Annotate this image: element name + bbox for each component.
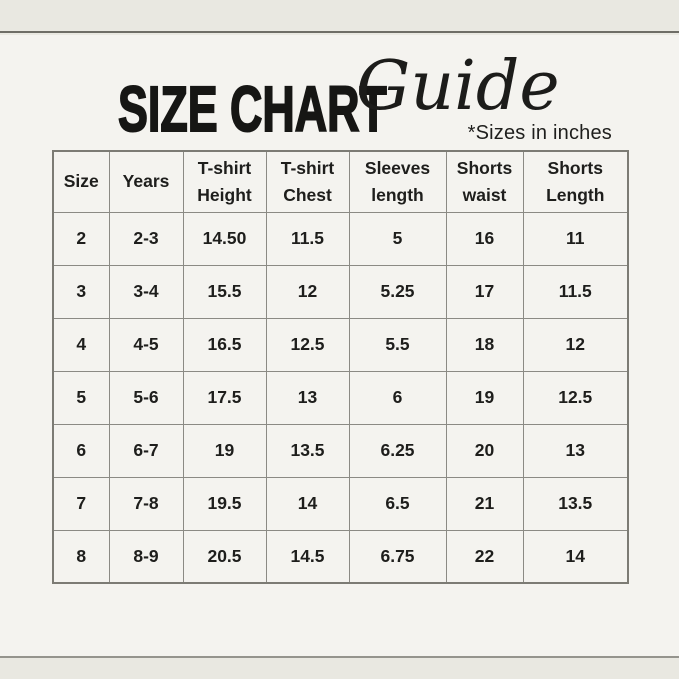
- table-cell: 11: [522, 211, 629, 266]
- table-cell: 6.5: [348, 476, 447, 531]
- table-cell: 19: [182, 423, 267, 478]
- table-header-row: Size Years T-shirt Height T-shirt Chest Slee…: [52, 150, 629, 213]
- table-cell: 16: [445, 211, 524, 266]
- units-note: *Sizes in inches: [467, 122, 612, 144]
- table-row: 6 6-7 19 13.5 6.25 20 13: [52, 423, 629, 478]
- table-header-cell: Shorts waist: [445, 150, 524, 213]
- table-cell: 12: [522, 317, 629, 372]
- table-cell: 14: [265, 476, 350, 531]
- table-cell: 14.5: [265, 529, 350, 584]
- table-header-cell: Shorts Length: [522, 150, 629, 213]
- table-cell: 17: [445, 264, 524, 319]
- table-cell: 13.5: [265, 423, 350, 478]
- table-cell: 2: [52, 211, 110, 266]
- table-cell: 20: [445, 423, 524, 478]
- table-cell: 5.5: [348, 317, 447, 372]
- table-header-cell: Sleeves length: [348, 150, 447, 213]
- table-cell: 14: [522, 529, 629, 584]
- table-cell: 5-6: [108, 370, 184, 425]
- table-body: 2 2-3 14.50 11.5 5 16 11 3 3-4 15.5 12 5.25 17 11.5 4 4…: [52, 211, 629, 584]
- table-cell: 21: [445, 476, 524, 531]
- size-table: Size Years T-shirt Height T-shirt Chest Slee…: [52, 150, 629, 584]
- table-cell: 15.5: [182, 264, 267, 319]
- table-row: 7 7-8 19.5 14 6.5 21 13.5: [52, 476, 629, 531]
- table-cell: 13.5: [522, 476, 629, 531]
- table-cell: 12: [265, 264, 350, 319]
- table-cell: 5: [52, 370, 110, 425]
- page-title-script: Guide: [356, 47, 560, 126]
- table-row: 5 5-6 17.5 13 6 19 12.5: [52, 370, 629, 425]
- table-cell: 3: [52, 264, 110, 319]
- table-cell: 12.5: [522, 370, 629, 425]
- table-header-cell: Size: [52, 150, 110, 213]
- table-cell: 6.25: [348, 423, 447, 478]
- table-row: 3 3-4 15.5 12 5.25 17 11.5: [52, 264, 629, 319]
- table-header-cell: T-shirt Chest: [265, 150, 350, 213]
- table-cell: 13: [522, 423, 629, 478]
- table-cell: 3-4: [108, 264, 184, 319]
- table-cell: 11.5: [522, 264, 629, 319]
- table-header-cell: T-shirt Height: [182, 150, 267, 213]
- table-row: 8 8-9 20.5 14.5 6.75 22 14: [52, 529, 629, 584]
- table-cell: 17.5: [182, 370, 267, 425]
- table-row: 2 2-3 14.50 11.5 5 16 11: [52, 211, 629, 266]
- table-cell: 18: [445, 317, 524, 372]
- table-cell: 14.50: [182, 211, 267, 266]
- table-cell: 2-3: [108, 211, 184, 266]
- table-cell: 4: [52, 317, 110, 372]
- table-cell: 5.25: [348, 264, 447, 319]
- table-header-cell: Years: [108, 150, 184, 213]
- table-cell: 7: [52, 476, 110, 531]
- table-cell: 11.5: [265, 211, 350, 266]
- table-cell: 19.5: [182, 476, 267, 531]
- table-cell: 8: [52, 529, 110, 584]
- table-cell: 16.5: [182, 317, 267, 372]
- top-band: [0, 0, 679, 33]
- table-cell: 13: [265, 370, 350, 425]
- bottom-band: [0, 656, 679, 679]
- table-cell: 4-5: [108, 317, 184, 372]
- content-panel: SIZE CHART Guide *Sizes in inches Size Ye…: [0, 35, 679, 656]
- table-cell: 8-9: [108, 529, 184, 584]
- table-cell: 12.5: [265, 317, 350, 372]
- page-title: SIZE CHART: [117, 73, 387, 145]
- table-cell: 20.5: [182, 529, 267, 584]
- table-cell: 6-7: [108, 423, 184, 478]
- table-cell: 6.75: [348, 529, 447, 584]
- table-cell: 19: [445, 370, 524, 425]
- table-cell: 7-8: [108, 476, 184, 531]
- table-cell: 22: [445, 529, 524, 584]
- table-cell: 6: [52, 423, 110, 478]
- table-cell: 5: [348, 211, 447, 266]
- table-row: 4 4-5 16.5 12.5 5.5 18 12: [52, 317, 629, 372]
- table-cell: 6: [348, 370, 447, 425]
